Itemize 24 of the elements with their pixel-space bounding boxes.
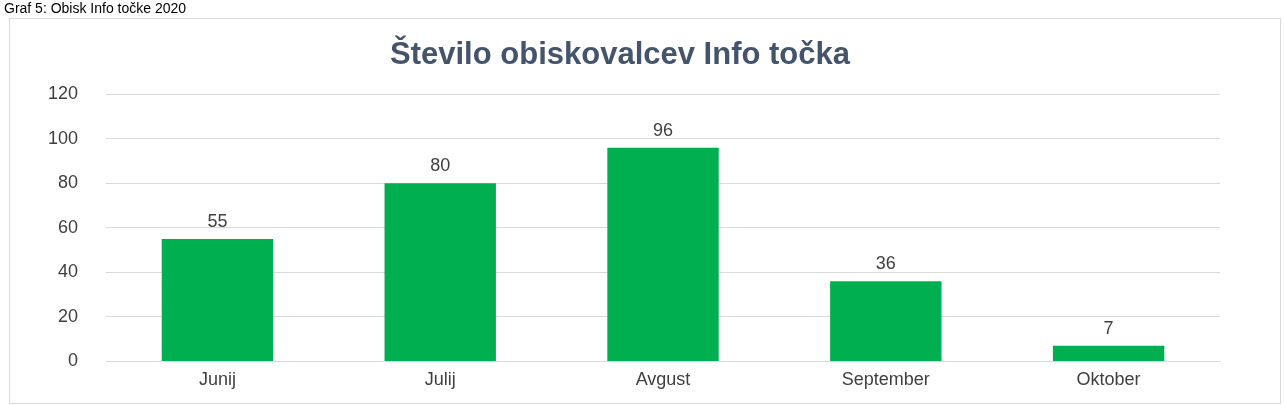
- x-tick-label: Oktober: [1076, 369, 1141, 390]
- data-label: 55: [207, 210, 228, 231]
- data-label: 36: [875, 253, 896, 274]
- data-label: 7: [1103, 317, 1114, 338]
- bar: [161, 238, 274, 361]
- chart-title: Število obiskovalcev Info točka: [390, 35, 851, 72]
- y-tick-label: 20: [58, 305, 79, 326]
- data-label: 80: [430, 155, 451, 176]
- bar: [830, 281, 942, 361]
- x-tick-label: Julij: [424, 369, 456, 390]
- bar: [1052, 345, 1165, 361]
- y-tick-label: 80: [58, 172, 79, 193]
- y-tick-label: 100: [47, 127, 79, 148]
- data-label: 96: [653, 119, 674, 140]
- y-tick-label: 60: [58, 216, 79, 237]
- y-tick-label: 0: [68, 350, 79, 371]
- y-tick-label: 120: [47, 83, 79, 104]
- x-tick-label: Junij: [198, 369, 236, 390]
- bar: [384, 183, 496, 361]
- y-tick-label: 40: [58, 261, 79, 282]
- text: Graf 5: Obisk Info točke 2020: [4, 0, 187, 16]
- bar: [607, 147, 719, 361]
- x-tick-label: September: [841, 369, 930, 390]
- x-tick-label: Avgust: [635, 369, 691, 390]
